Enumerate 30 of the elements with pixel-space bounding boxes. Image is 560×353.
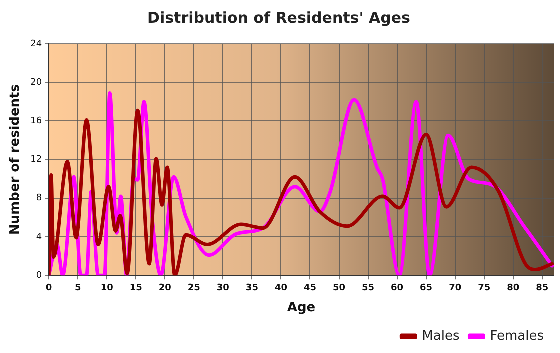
y-tick-label: 0: [36, 270, 42, 281]
x-tick-label: 85: [536, 283, 549, 294]
y-tick-label: 12: [30, 155, 42, 166]
x-tick-label: 15: [130, 283, 142, 294]
x-tick-label: 40: [274, 283, 288, 294]
x-tick-label: 45: [304, 283, 316, 294]
x-tick-label: 20: [158, 283, 172, 294]
x-tick-label: 10: [100, 283, 114, 294]
chart-title: Distribution of Residents' Ages: [148, 8, 411, 27]
x-tick-label: 65: [420, 283, 433, 294]
y-tick-label: 24: [30, 39, 42, 50]
x-tick-label: 35: [246, 283, 258, 294]
legend-label: Females: [490, 328, 544, 344]
y-tick-label: 16: [30, 116, 42, 127]
x-tick-label: 0: [46, 283, 52, 294]
y-tick-label: 4: [36, 232, 42, 242]
y-tick-label: 8: [36, 194, 42, 204]
x-tick-label: 5: [74, 283, 82, 294]
legend-label: Males: [422, 328, 460, 344]
y-axis-title: Number of residents: [8, 84, 24, 236]
x-axis-title: Age: [287, 300, 316, 316]
x-tick-label: 25: [188, 283, 200, 294]
x-tick-label: 60: [391, 283, 404, 294]
y-tick-label: 20: [30, 78, 42, 88]
x-tick-label: 70: [449, 283, 462, 294]
x-tick-label: 75: [478, 283, 491, 294]
x-tick-label: 55: [362, 283, 375, 294]
x-tick-label: 80: [507, 283, 520, 294]
x-tick-label: 50: [332, 283, 346, 294]
x-tick-label: 30: [216, 283, 230, 294]
